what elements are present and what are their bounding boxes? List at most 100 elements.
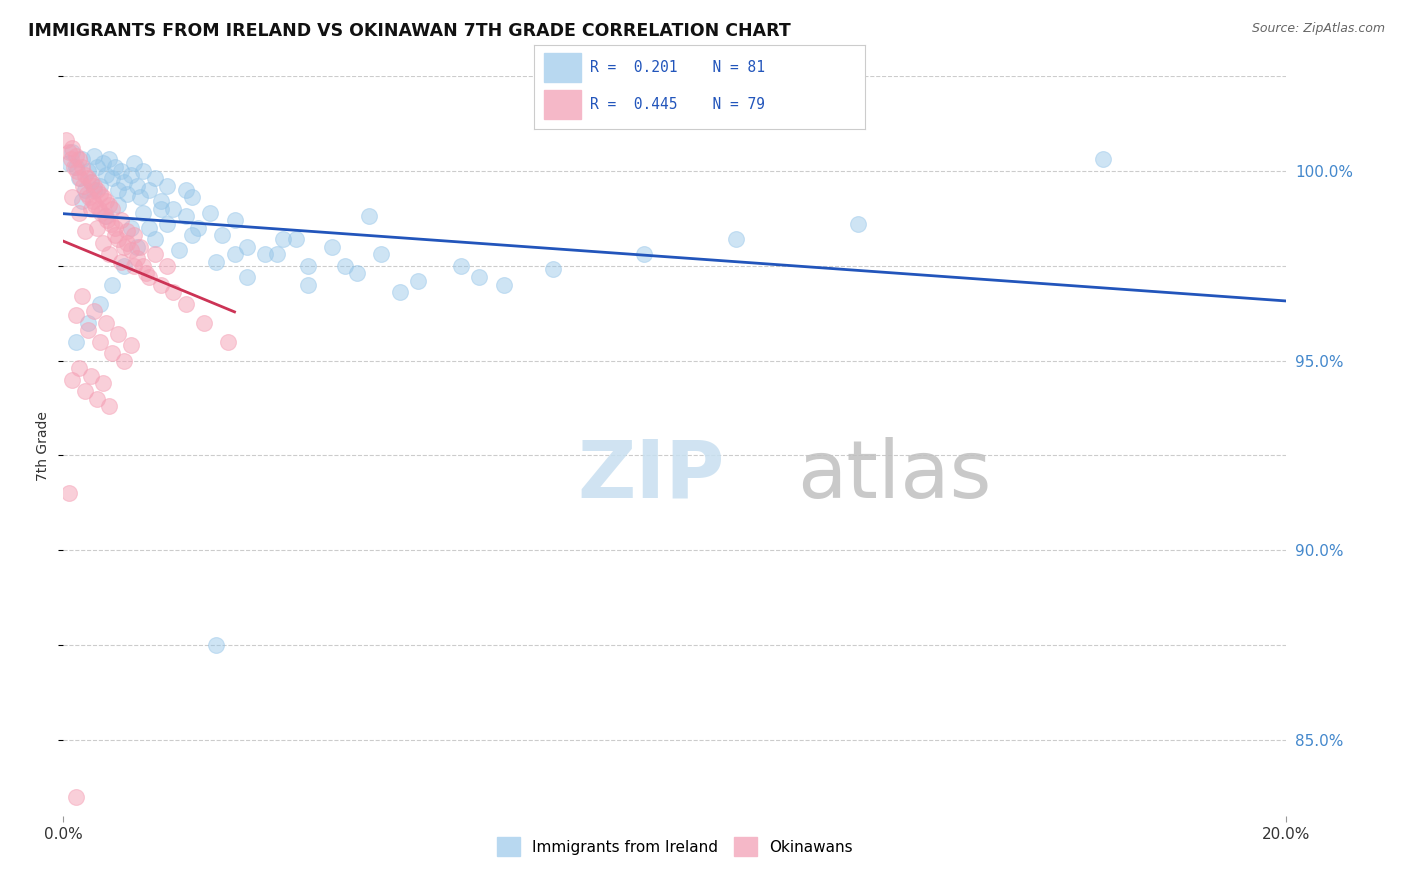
Point — [357, 209, 380, 223]
Point — [100, 217, 122, 231]
Point — [346, 266, 368, 280]
Point — [77, 190, 100, 204]
Point — [76, 186, 98, 201]
Point — [122, 228, 145, 243]
Point — [65, 334, 87, 349]
Point — [114, 175, 135, 189]
Point — [89, 334, 111, 349]
Point — [70, 194, 93, 208]
Point — [73, 168, 96, 182]
Point — [90, 205, 112, 219]
Point — [117, 225, 139, 239]
Point — [62, 141, 84, 155]
Point — [73, 183, 96, 197]
Point — [83, 148, 105, 162]
Text: atlas: atlas — [797, 436, 991, 515]
Point — [70, 160, 93, 174]
FancyBboxPatch shape — [544, 54, 581, 82]
Point — [98, 399, 121, 413]
Point — [321, 240, 343, 254]
Point — [104, 160, 127, 174]
Point — [254, 247, 277, 261]
Point — [110, 255, 132, 269]
Point — [297, 277, 319, 292]
Point — [91, 156, 114, 170]
Point — [110, 163, 132, 178]
Point — [117, 235, 139, 250]
Point — [297, 259, 319, 273]
Point — [65, 308, 87, 322]
Point — [59, 153, 82, 167]
Point — [67, 361, 90, 376]
Point — [117, 186, 139, 201]
Point — [94, 316, 117, 330]
Point — [541, 262, 564, 277]
Point — [86, 160, 108, 174]
Point — [62, 145, 84, 159]
Point — [65, 790, 87, 805]
Point — [94, 209, 117, 223]
Text: R =  0.201    N = 81: R = 0.201 N = 81 — [591, 60, 765, 75]
Point — [107, 232, 129, 246]
Point — [180, 228, 202, 243]
Point — [104, 220, 127, 235]
Point — [235, 270, 259, 285]
Point — [55, 133, 77, 147]
Point — [87, 202, 110, 216]
Point — [143, 247, 166, 261]
Point — [468, 270, 491, 285]
Point — [217, 334, 239, 349]
Point — [80, 368, 103, 383]
Point — [114, 240, 135, 254]
Point — [180, 190, 202, 204]
Point — [69, 171, 91, 186]
Point — [122, 156, 145, 170]
Point — [114, 259, 135, 273]
Point — [91, 376, 114, 391]
Point — [83, 178, 105, 193]
Point — [83, 304, 105, 318]
Point — [138, 270, 160, 285]
Point — [846, 217, 869, 231]
Point — [114, 353, 135, 368]
Point — [84, 198, 107, 212]
Point — [101, 277, 124, 292]
Point — [73, 384, 96, 398]
Point — [125, 240, 148, 254]
Point — [388, 285, 411, 300]
Point — [94, 168, 117, 182]
Point — [150, 202, 173, 216]
Point — [82, 194, 104, 208]
Point — [150, 194, 173, 208]
Point — [58, 156, 80, 170]
Point — [224, 247, 246, 261]
Point — [101, 346, 124, 360]
Point — [266, 247, 288, 261]
Point — [89, 178, 111, 193]
Point — [58, 486, 80, 500]
Point — [104, 228, 127, 243]
Point — [67, 205, 90, 219]
Point — [135, 266, 157, 280]
Point — [132, 205, 155, 219]
Point — [273, 232, 295, 246]
Point — [83, 183, 105, 197]
Point — [224, 213, 246, 227]
Point — [138, 220, 160, 235]
Point — [76, 323, 98, 337]
Point — [235, 240, 259, 254]
Point — [101, 171, 124, 186]
Point — [156, 259, 179, 273]
Point — [205, 255, 228, 269]
Point — [107, 198, 129, 212]
Point — [107, 183, 129, 197]
Point — [80, 175, 103, 189]
Point — [143, 171, 166, 186]
Point — [492, 277, 515, 292]
Point — [96, 213, 118, 227]
Point — [370, 247, 392, 261]
Point — [128, 240, 150, 254]
Point — [98, 247, 121, 261]
Point — [101, 202, 124, 216]
Point — [187, 220, 209, 235]
